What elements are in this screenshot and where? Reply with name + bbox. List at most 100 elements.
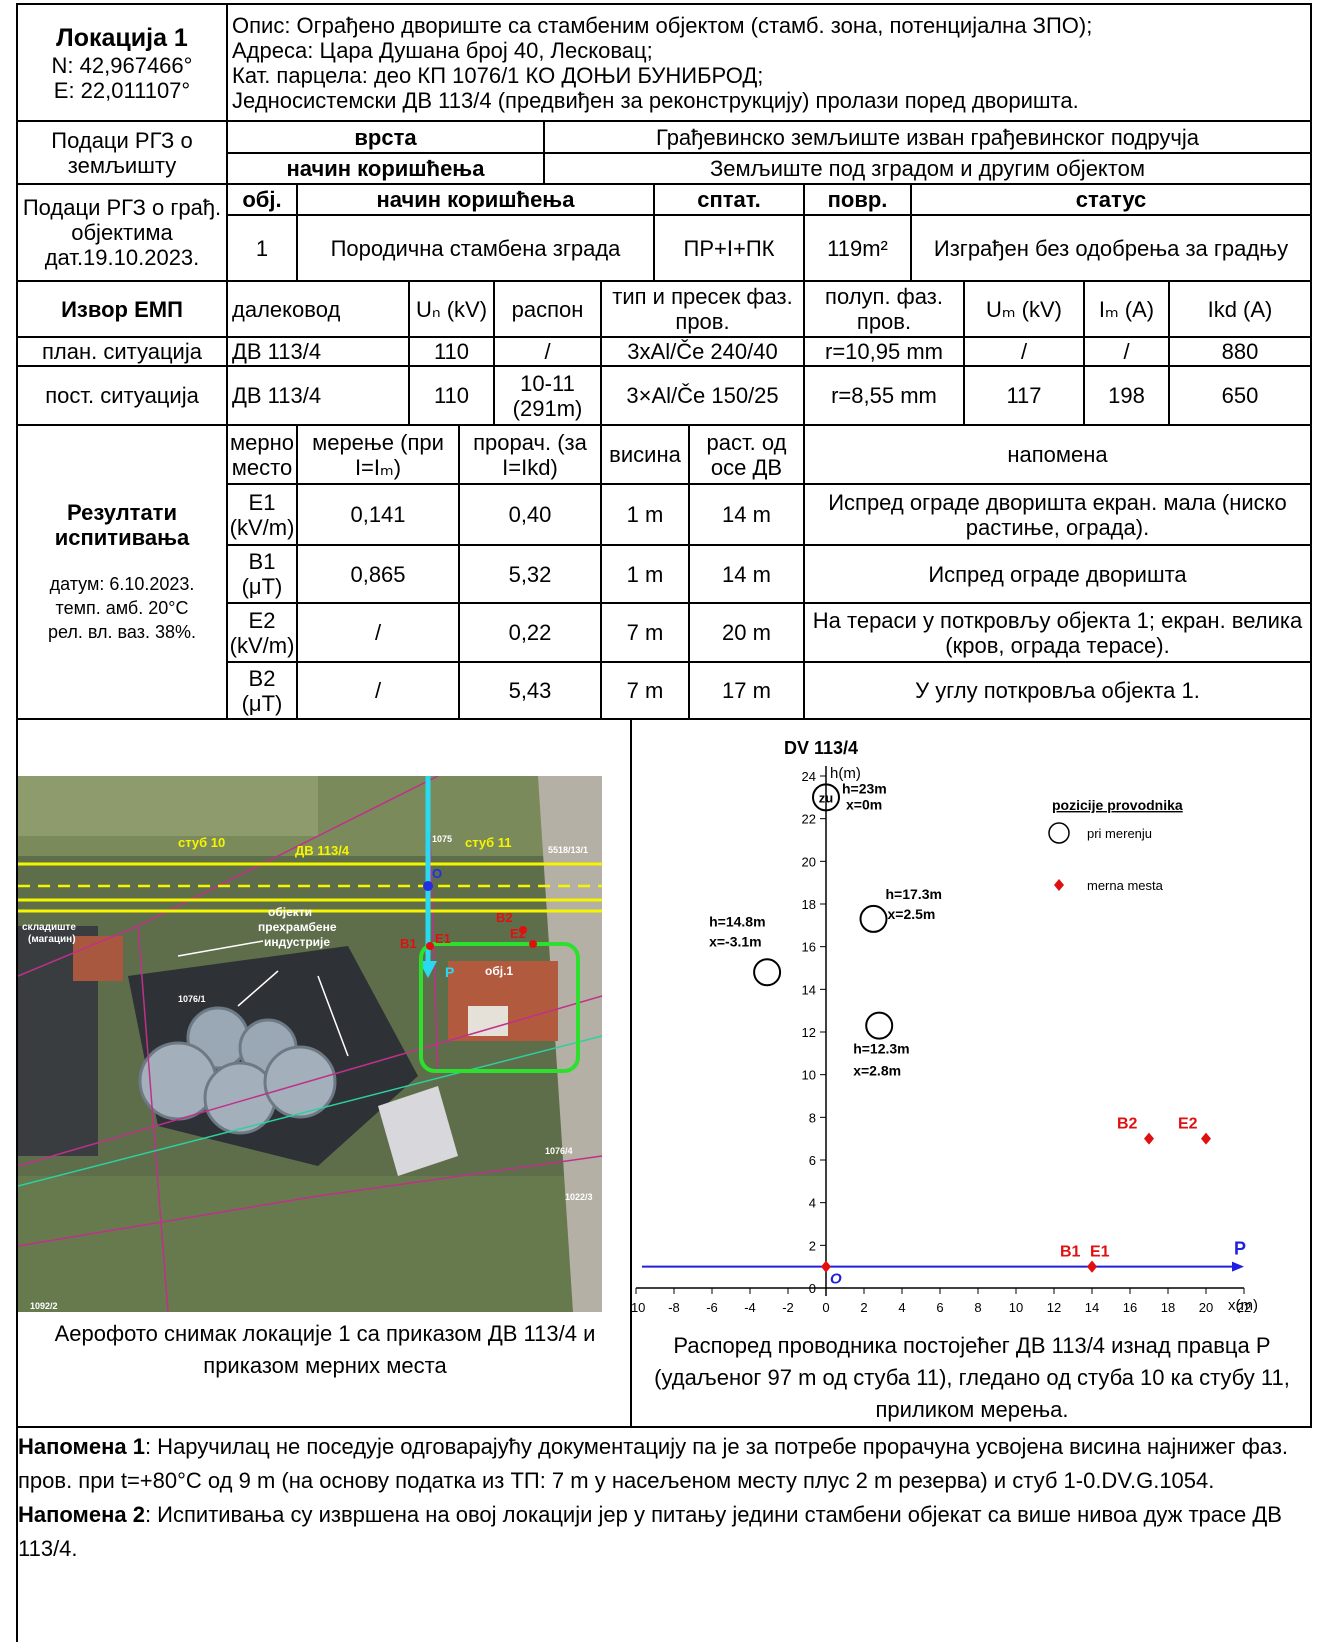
cell-text: E: 22,011107° bbox=[53, 77, 191, 103]
table-cell: / bbox=[298, 663, 460, 720]
cell-text: сптат. bbox=[697, 187, 761, 212]
table-cell: распон bbox=[495, 282, 602, 338]
table-cell: 119m² bbox=[805, 216, 912, 282]
y-tick-label: 6 bbox=[809, 1153, 816, 1168]
table-cell: r=10,95 mm bbox=[805, 338, 965, 367]
cell-text: напомена bbox=[1007, 442, 1108, 467]
table-cell: 7 m bbox=[602, 604, 690, 663]
cell-text: 0,141 bbox=[350, 502, 406, 527]
table-cell: Опис: Ограђено двориште са стамбеним обј… bbox=[228, 5, 1312, 122]
x-tick-label: 12 bbox=[1047, 1300, 1061, 1315]
cell-text: 5,43 bbox=[508, 678, 552, 703]
table-cell: пост. ситуација bbox=[18, 367, 228, 426]
cell-text: 17 m bbox=[722, 678, 771, 703]
cell-text: 7 m bbox=[626, 678, 664, 703]
cell-text: 14 m bbox=[722, 502, 771, 527]
cell-text: 198 bbox=[1108, 383, 1145, 408]
cell-text: 1 m bbox=[626, 502, 664, 527]
photo-label: обј.1 bbox=[485, 964, 513, 978]
origin-point bbox=[821, 1260, 831, 1273]
x-tick-label: 14 bbox=[1085, 1300, 1099, 1315]
conductor-mark: zu bbox=[819, 790, 834, 805]
photo-label: 1022/3 bbox=[565, 1192, 593, 1202]
cell-text: 7 m bbox=[626, 620, 664, 645]
measurement-point bbox=[1201, 1132, 1211, 1145]
table-cell: 3×Al/Če 150/25 bbox=[602, 367, 805, 426]
cell-text: обј. bbox=[242, 187, 282, 212]
measurement-point bbox=[1087, 1260, 1097, 1273]
table-cell: повр. bbox=[805, 185, 912, 216]
cell-text: Земљиште под зградом и другим објектом bbox=[709, 156, 1145, 181]
table-cell: r=8,55 mm bbox=[805, 367, 965, 426]
conductor-h-label: h=14.8m bbox=[709, 913, 765, 929]
legend-label: pri merenju bbox=[1087, 826, 1152, 841]
y-tick-label: 18 bbox=[802, 897, 816, 912]
photo-label: складиште bbox=[22, 922, 76, 933]
table-cell: Извор ЕМП bbox=[18, 282, 228, 338]
table-cell: Iₘ (A) bbox=[1085, 282, 1170, 338]
cell-text: Извор ЕМП bbox=[61, 296, 183, 322]
cell-text: Кат. парцела: део КП 1076/1 КО ДОЊИ БУНИ… bbox=[232, 62, 764, 88]
table-cell: 7 m bbox=[602, 663, 690, 720]
table-cell: 650 bbox=[1170, 367, 1312, 426]
y-tick-label: 4 bbox=[809, 1196, 816, 1211]
note-text: : Наручилац не поседује одговарајућу док… bbox=[18, 1434, 1289, 1493]
y-tick-label: 20 bbox=[802, 854, 816, 869]
table-cell: обј. bbox=[228, 185, 298, 216]
x-tick-label: 18 bbox=[1161, 1300, 1175, 1315]
table-cell: начин коришћења bbox=[298, 185, 655, 216]
table-cell: 880 bbox=[1170, 338, 1312, 367]
table-cell: Локација 1 N: 42,967466° E: 22,011107° bbox=[18, 5, 228, 122]
cell-text: Адреса: Цара Душана број 40, Лесковац; bbox=[232, 37, 653, 63]
x-tick-label: 22 bbox=[1237, 1300, 1251, 1315]
cell-text: 10-11 (291m) bbox=[512, 370, 583, 421]
x-tick-label: -2 bbox=[782, 1300, 794, 1315]
table-cell: 0,22 bbox=[460, 604, 602, 663]
cell-text: Ikd (A) bbox=[1207, 296, 1273, 322]
table-cell: Ikd (A) bbox=[1170, 282, 1312, 338]
photo-label: E2 bbox=[510, 926, 526, 941]
cell-text: 3xAl/Če 240/40 bbox=[627, 339, 778, 364]
conductor-x-label: x=2.5m bbox=[888, 906, 936, 922]
table-cell: 0,141 bbox=[298, 485, 460, 546]
table-cell: 1 bbox=[228, 216, 298, 282]
table-cell bbox=[18, 720, 632, 1428]
table-cell: 1 m bbox=[602, 485, 690, 546]
cell-text: Iₘ (A) bbox=[1098, 296, 1155, 322]
cell-text: ПР+I+ПК bbox=[683, 235, 775, 261]
cell-text: 20 m bbox=[722, 620, 771, 645]
table-frame bbox=[16, 3, 1312, 1642]
cell-text: начин коришћења bbox=[376, 187, 575, 212]
table-cell: Резултати испитивања датум: 6.10.2023. тем… bbox=[18, 426, 228, 720]
cell-text: повр. bbox=[827, 187, 888, 212]
table-cell: B2 (μT) bbox=[228, 663, 298, 720]
cell-text: ДВ 113/4 bbox=[232, 339, 322, 364]
cell-text: тип и пресек фаз. пров. bbox=[612, 284, 793, 334]
y-tick-label: 10 bbox=[802, 1068, 816, 1083]
table-cell: Изграђен без одобрења за градњу bbox=[912, 216, 1312, 282]
y-tick-label: 0 bbox=[809, 1281, 816, 1296]
table-cell: 198 bbox=[1085, 367, 1170, 426]
table-cell: / bbox=[1085, 338, 1170, 367]
legend-symbol bbox=[1054, 879, 1064, 891]
cell-text: врста bbox=[354, 124, 417, 150]
cell-text: 650 bbox=[1221, 383, 1259, 408]
table-cell: 17 m bbox=[690, 663, 805, 720]
y-tick-label: 16 bbox=[802, 940, 816, 955]
table-cell: врста bbox=[228, 122, 545, 154]
cell-text: На тераси у поткровљу објекта 1; екран. … bbox=[812, 607, 1303, 658]
photo-label: B1 bbox=[400, 936, 417, 951]
note: Напомена 1: Наручилац не поседује одгова… bbox=[18, 1430, 1308, 1498]
x-axis-label: x(m) bbox=[1228, 1297, 1258, 1314]
cell-text: N: 42,967466° bbox=[51, 52, 193, 78]
cell-text: распон bbox=[511, 296, 584, 322]
cell-text: 14 m bbox=[722, 561, 771, 587]
table-cell: Грађевинско земљиште изван грађевинског … bbox=[545, 122, 1312, 154]
table-cell: 14 m bbox=[690, 485, 805, 546]
cell-text: Uₘ (kV) bbox=[985, 296, 1063, 322]
legend-title: pozicije provodnika bbox=[1052, 797, 1183, 813]
table-cell: Испред ограде дворишта екран. мала (ниск… bbox=[805, 485, 1312, 546]
cell-text: Испред ограде дворишта екран. мала (ниск… bbox=[828, 489, 1287, 540]
table-cell: мерно место bbox=[228, 426, 298, 485]
photo-label: O bbox=[432, 866, 442, 881]
